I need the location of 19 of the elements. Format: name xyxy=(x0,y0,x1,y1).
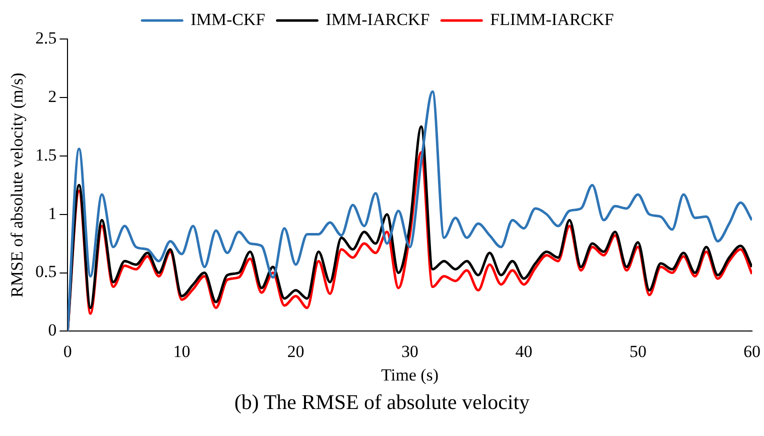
x-tick-label: 20 xyxy=(287,342,304,361)
x-tick-label: 40 xyxy=(515,342,532,361)
y-tick-label: 0 xyxy=(48,320,57,340)
y-tick-label: 1 xyxy=(48,204,57,223)
legend-label: IMM-IARCKF xyxy=(326,10,430,29)
legend-label: FLIMM-IARCKF xyxy=(490,10,614,29)
legend-label: IMM-CKF xyxy=(190,10,266,29)
x-tick-label: 50 xyxy=(629,342,646,361)
text: (b) The RMSE of absolute velocity xyxy=(233,390,531,415)
y-tick-label: 1.5 xyxy=(35,145,57,164)
x-axis-title: Time (s) xyxy=(381,365,439,384)
x-tick-label: 60 xyxy=(744,342,760,361)
y-axis-title: RMSE of absolute velocity (m/s) xyxy=(8,72,27,298)
x-tick-label: 0 xyxy=(63,342,72,361)
y-tick-label: 2 xyxy=(48,86,57,106)
y-tick-label: 0.5 xyxy=(35,262,57,282)
x-tick-label: 10 xyxy=(173,342,190,361)
x-tick-label: 30 xyxy=(401,342,418,361)
y-tick-label: 2.5 xyxy=(35,28,57,48)
